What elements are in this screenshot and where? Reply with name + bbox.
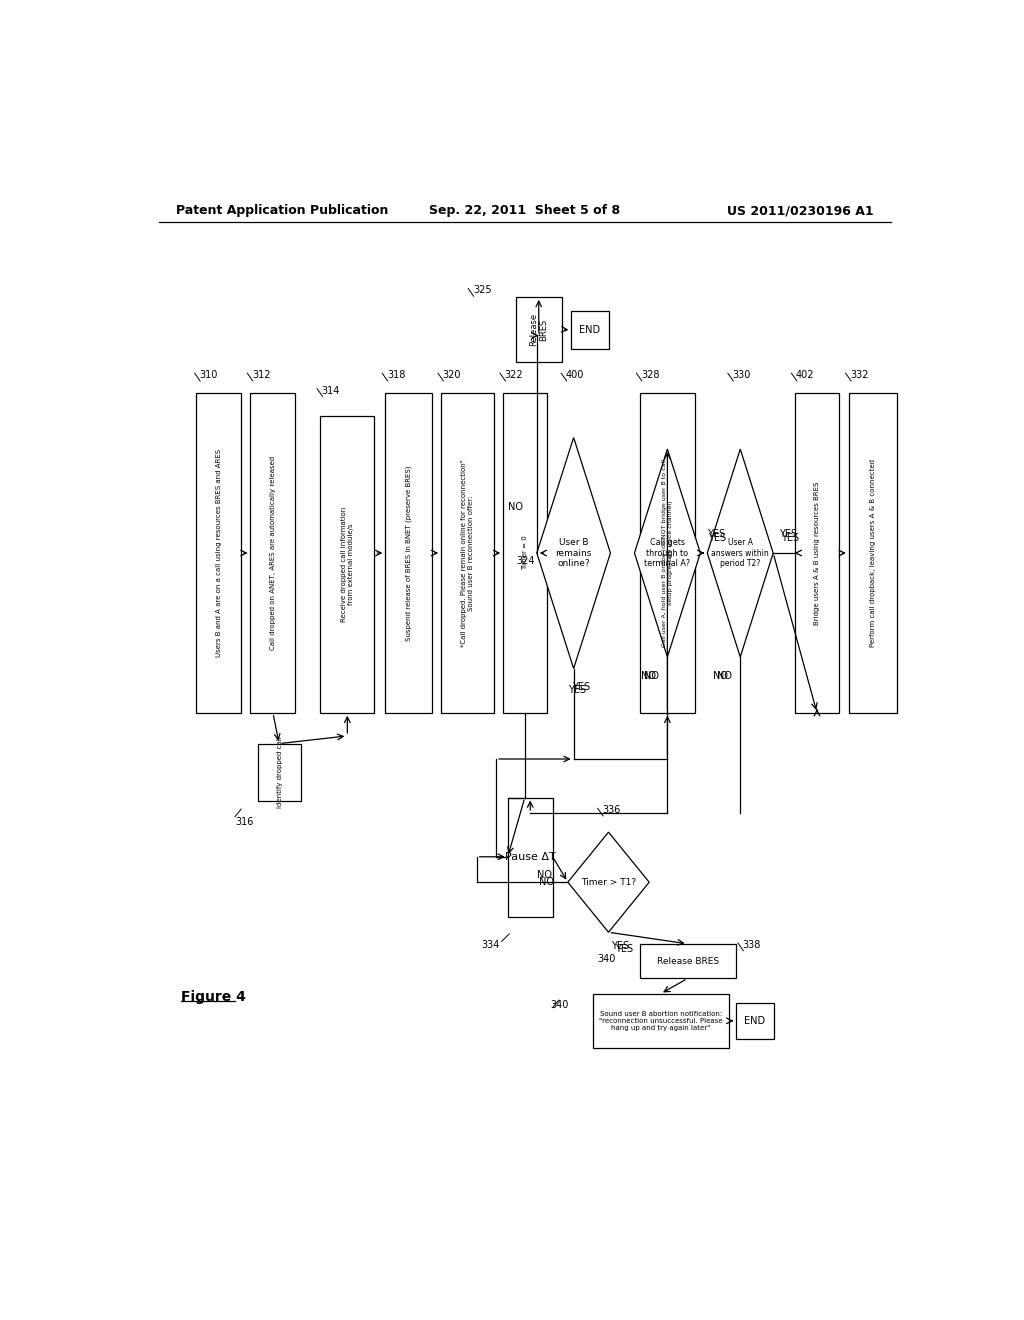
- Text: 402: 402: [796, 370, 814, 380]
- Polygon shape: [708, 449, 773, 657]
- Text: NO: NO: [641, 671, 655, 681]
- Text: Identify dropped call: Identify dropped call: [276, 737, 283, 808]
- Bar: [258, 743, 301, 801]
- Text: NO: NO: [539, 878, 554, 887]
- Text: 334: 334: [481, 940, 500, 950]
- Text: 338: 338: [742, 940, 761, 950]
- Text: 324: 324: [516, 556, 535, 566]
- Text: YES: YES: [615, 944, 633, 954]
- Bar: [593, 994, 729, 1048]
- Text: Call gets
through to
terminal A?: Call gets through to terminal A?: [644, 539, 690, 568]
- Polygon shape: [568, 832, 649, 932]
- Bar: [503, 393, 547, 713]
- Bar: [736, 1003, 773, 1039]
- Text: Timer > T1?: Timer > T1?: [581, 878, 636, 887]
- Text: Patent Application Publication: Patent Application Publication: [176, 205, 388, 218]
- Bar: [640, 393, 695, 713]
- Text: Perform call dropback, leaving users A & B connected: Perform call dropback, leaving users A &…: [869, 459, 876, 647]
- Text: 332: 332: [850, 370, 868, 380]
- Text: 310: 310: [200, 370, 218, 380]
- Text: YES: YES: [708, 533, 726, 543]
- Text: US 2011/0230196 A1: US 2011/0230196 A1: [727, 205, 873, 218]
- Text: *Call dropped. Please remain online for reconnection"
Sound user B reconnection : *Call dropped. Please remain online for …: [461, 459, 474, 647]
- Bar: [441, 393, 494, 713]
- Text: 330: 330: [732, 370, 751, 380]
- Bar: [251, 393, 295, 713]
- Text: 325: 325: [473, 285, 492, 296]
- Text: 316: 316: [234, 817, 253, 826]
- Bar: [795, 393, 840, 713]
- Bar: [385, 393, 432, 713]
- Text: NO: NO: [508, 502, 522, 512]
- Bar: [508, 797, 553, 917]
- Text: YES: YES: [779, 529, 798, 539]
- Text: Release
BRES: Release BRES: [529, 313, 549, 346]
- Text: Release BRES: Release BRES: [656, 957, 719, 966]
- Bar: [321, 416, 375, 713]
- Polygon shape: [635, 449, 700, 657]
- Text: END: END: [744, 1016, 766, 1026]
- Text: 320: 320: [442, 370, 461, 380]
- Bar: [197, 393, 241, 713]
- Bar: [640, 944, 736, 978]
- Text: 340: 340: [597, 954, 615, 964]
- Text: 314: 314: [322, 385, 340, 396]
- Text: 318: 318: [387, 370, 406, 380]
- Text: Users B and A are on a call using resources BRES and ARES: Users B and A are on a call using resour…: [216, 449, 221, 657]
- Text: Figure 4: Figure 4: [180, 990, 246, 1005]
- Bar: [515, 297, 562, 363]
- Text: 328: 328: [641, 370, 659, 380]
- Text: YES: YES: [568, 685, 587, 696]
- Text: YES: YES: [781, 533, 799, 543]
- Text: 312: 312: [252, 370, 270, 380]
- Text: YES: YES: [572, 682, 591, 693]
- Text: Receive dropped call information
from external module/s: Receive dropped call information from ex…: [341, 507, 354, 622]
- Bar: [849, 393, 897, 713]
- Text: YES: YES: [707, 529, 725, 539]
- Text: Bridge users A & B using resources BRES: Bridge users A & B using resources BRES: [814, 482, 820, 624]
- Text: NO: NO: [717, 671, 732, 681]
- Text: NO: NO: [538, 870, 552, 879]
- Text: NO: NO: [714, 671, 728, 681]
- Text: User B
remains
online?: User B remains online?: [555, 539, 592, 568]
- Text: Suspend release of BRES in BNET (preserve BRES): Suspend release of BRES in BNET (preserv…: [406, 465, 412, 640]
- Text: 322: 322: [505, 370, 523, 380]
- Text: 340: 340: [550, 1001, 568, 1010]
- Text: User A
answers within
period T2?: User A answers within period T2?: [712, 539, 769, 568]
- Text: 400: 400: [566, 370, 585, 380]
- Text: YES: YES: [611, 941, 629, 952]
- Text: Timer = 0: Timer = 0: [522, 536, 527, 570]
- Polygon shape: [537, 437, 610, 668]
- Text: Sound user B abortion notification:
"reconnection unsuccessful. Please
hang up a: Sound user B abortion notification: "rec…: [599, 1011, 723, 1031]
- Text: 336: 336: [602, 805, 621, 816]
- Text: END: END: [580, 325, 600, 335]
- Text: NO: NO: [644, 671, 659, 681]
- Text: Sep. 22, 2011  Sheet 5 of 8: Sep. 22, 2011 Sheet 5 of 8: [429, 205, 621, 218]
- Text: Call dropped on ANET, ARES are automatically released: Call dropped on ANET, ARES are automatic…: [270, 455, 275, 649]
- Text: Call user A, hold user B online (do NOT bridge user B to call
setup progression : Call user A, hold user B online (do NOT …: [662, 459, 673, 647]
- Bar: [571, 312, 608, 350]
- Text: Pause ΔT: Pause ΔT: [505, 853, 556, 862]
